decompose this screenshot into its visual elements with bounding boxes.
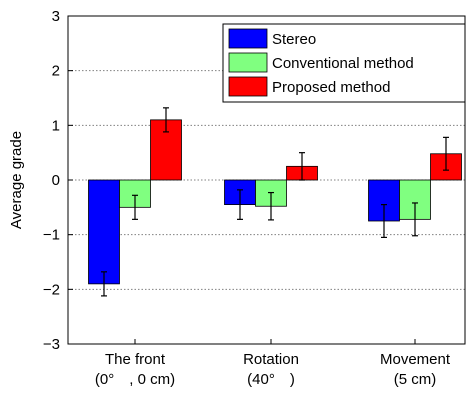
y-axis-title: Average grade [8, 131, 25, 229]
x-axis-labels: The front (0° , 0 cm) Rotation (40° ) Moveme… [95, 339, 451, 388]
y-tick-label: 1 [52, 117, 60, 134]
y-tick-label: −3 [43, 336, 60, 353]
legend-swatch [228, 52, 268, 73]
y-axis-ticks: −3 −2 −1 0 1 2 3 [43, 8, 73, 353]
y-tick-label: 0 [52, 172, 60, 189]
legend-label: Proposed method [272, 79, 390, 96]
x-category-sublabel: (0° , 0 cm) [95, 371, 175, 388]
legend-label: Conventional method [272, 55, 414, 72]
legend-label: Stereo [272, 31, 316, 48]
legend-swatch [228, 28, 268, 49]
legend: Stereo Conventional method Proposed method [222, 23, 466, 103]
bars [88, 119, 462, 285]
x-category-label: Movement [380, 351, 451, 368]
x-category-label: The front [105, 351, 166, 368]
x-category-sublabel: (5 cm) [394, 371, 437, 388]
x-category-label: Rotation [243, 351, 299, 368]
y-tick-label: −1 [43, 227, 60, 244]
legend-swatch [228, 76, 268, 97]
bar-stereo [88, 179, 120, 285]
error-bars [101, 107, 449, 297]
y-tick-label: 3 [52, 8, 60, 25]
y-tick-label: 2 [52, 63, 60, 80]
y-tick-label: −2 [43, 281, 60, 298]
x-category-sublabel: (40° ) [247, 371, 295, 388]
